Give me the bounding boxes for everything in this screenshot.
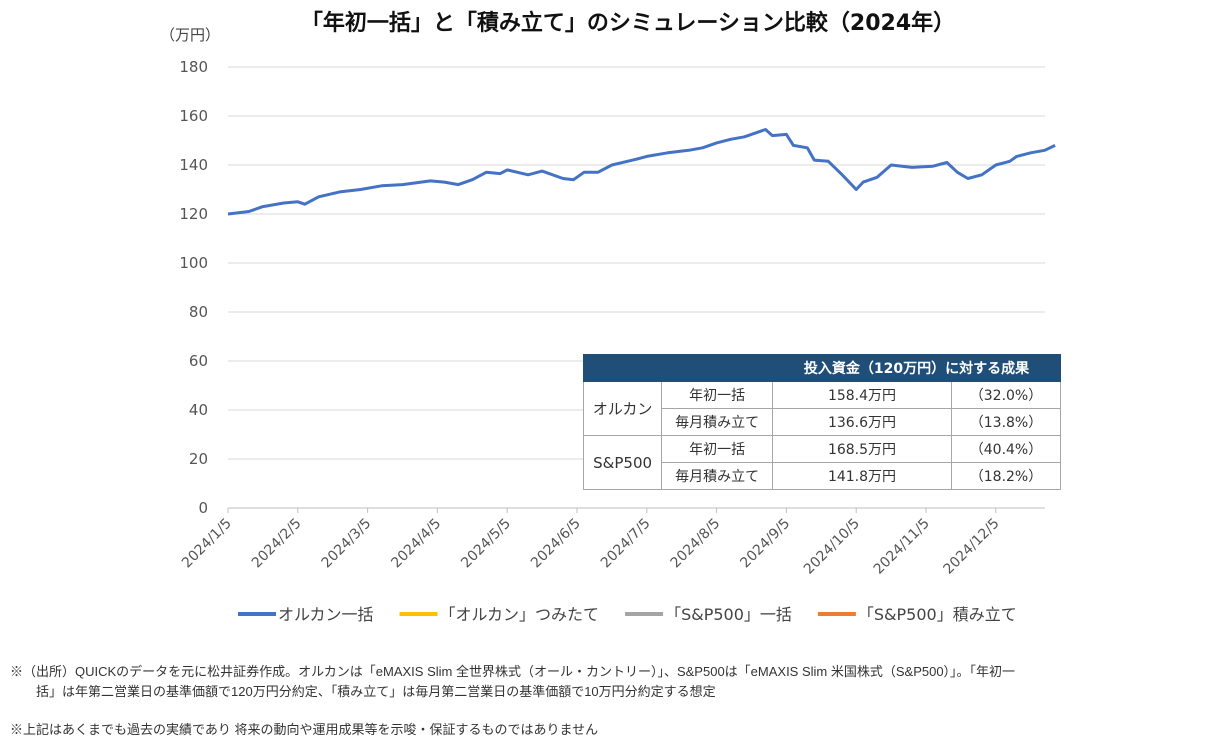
value-cell: 141.8万円 — [772, 462, 952, 490]
x-tick-label: 2024/1/5 — [179, 516, 235, 572]
value-cell: 136.6万円 — [772, 408, 952, 436]
y-axis-ticks: 0 20 40 60 80 100 120 140 160 180 — [179, 58, 208, 517]
y-tick-label: 80 — [189, 303, 208, 321]
return-cell: （18.2%） — [951, 462, 1061, 490]
return-cell: （32.0%） — [951, 381, 1061, 409]
y-tick-label: 20 — [189, 450, 208, 468]
line-chart: 「年初一括」と「積み立て」のシミュレーション比較（2024年） （万円） 020… — [160, 10, 1056, 624]
header-title: 投入資金（120万円）に対する成果 — [772, 354, 1061, 382]
x-tick-label: 2024/4/5 — [388, 516, 444, 572]
y-tick-label: 140 — [179, 156, 208, 174]
table-row: オルカン 年初一括 158.4万円 （32.0%） — [582, 381, 1061, 436]
chart-title: 「年初一括」と「積み立て」のシミュレーション比較（2024年） — [301, 10, 955, 36]
y-axis-unit-label: （万円） — [160, 26, 220, 44]
method-cell: 毎月積み立て — [661, 408, 773, 436]
source-note-line2: 括」は年第二営業日の基準価額で120万円分約定、「積み立て」は毎月第二営業日の基… — [36, 684, 716, 699]
legend: オルカン一括 「オルカン」つみたて 「S&P500」一括 「S&P500」積み立て — [238, 605, 1017, 624]
y-tick-label: 40 — [189, 401, 208, 419]
table-row: S&P500 年初一括 168.5万円 （40.4%） — [582, 435, 1061, 490]
disclaimer-note: ※上記はあくまでも過去の実績であり 将来の動向や運用成果等を示唆・保証するもので… — [10, 722, 599, 737]
method-cell: 年初一括 — [661, 381, 773, 409]
return-cell: （13.8%） — [951, 408, 1061, 436]
x-tick-label: 2024/11/5 — [871, 516, 933, 578]
legend-label: 「S&P500」一括 — [665, 605, 792, 624]
series-lines — [227, 128, 1056, 216]
x-tick-label: 2024/3/5 — [319, 516, 375, 572]
x-tick-label: 2024/9/5 — [737, 516, 793, 572]
method-cell: 年初一括 — [661, 435, 773, 463]
x-tick-label: 2024/5/5 — [458, 516, 514, 572]
result-table: 投入資金（120万円）に対する成果 オルカン 年初一括 158.4万円 （32.… — [582, 354, 1061, 490]
header-blank-cell — [583, 354, 773, 382]
x-tick-label: 2024/6/5 — [528, 516, 584, 572]
legend-label: 「オルカン」つみたて — [440, 605, 600, 624]
group-label: S&P500 — [582, 435, 663, 490]
x-tick-label: 2024/12/5 — [941, 516, 1003, 578]
series-line-0 — [227, 128, 1056, 216]
table-row: 毎月積み立て 141.8万円 （18.2%） — [584, 462, 1061, 490]
x-tick-label: 2024/2/5 — [249, 516, 305, 572]
x-axis-ticks: 2024/1/5 2024/2/5 2024/3/5 2024/4/5 2024/5/5… — [179, 508, 1003, 578]
x-tick-label: 2024/7/5 — [598, 516, 654, 572]
y-tick-label: 120 — [179, 205, 208, 223]
x-tick-label: 2024/8/5 — [668, 516, 724, 572]
source-note: ※（出所）QUICKのデータを元に松井証券作成。オルカンは「eMAXIS Sli… — [10, 662, 1015, 702]
method-cell: 毎月積み立て — [661, 462, 773, 490]
y-tick-label: 180 — [179, 58, 208, 76]
gridlines — [228, 66, 1045, 509]
source-note-line1: ※（出所）QUICKのデータを元に松井証券作成。オルカンは「eMAXIS Sli… — [10, 664, 1016, 679]
y-tick-label: 0 — [198, 499, 208, 517]
result-table-header-row: 投入資金（120万円）に対する成果 — [583, 354, 1061, 382]
return-cell: （40.4%） — [951, 435, 1061, 463]
legend-label: オルカン一括 — [278, 605, 374, 624]
value-cell: 158.4万円 — [772, 381, 952, 409]
legend-label: 「S&P500」積み立て — [858, 605, 1017, 624]
value-cell: 168.5万円 — [772, 435, 952, 463]
group-label: オルカン — [582, 381, 663, 436]
y-tick-label: 160 — [179, 107, 208, 125]
x-tick-label: 2024/10/5 — [801, 516, 863, 578]
y-tick-label: 100 — [179, 254, 208, 272]
y-tick-label: 60 — [189, 352, 208, 370]
